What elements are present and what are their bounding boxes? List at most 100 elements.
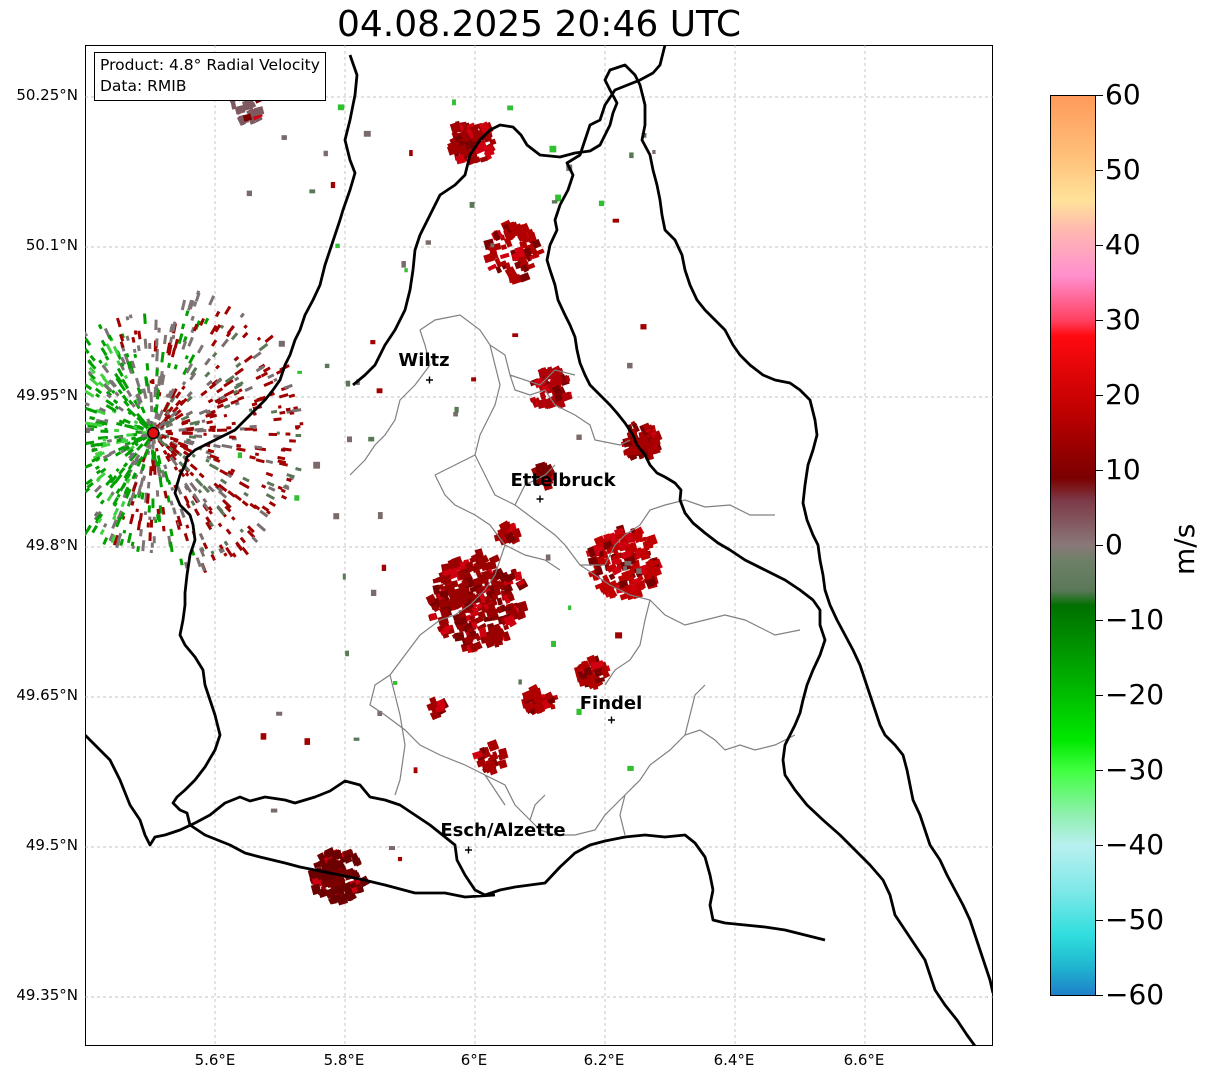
echo-pixel (594, 659, 605, 669)
clutter-pixel (261, 484, 267, 489)
echo-pixel (557, 399, 566, 409)
clutter-pixel (183, 532, 190, 542)
clutter-pixel (95, 408, 106, 416)
echo-pixel (611, 558, 621, 565)
echo-pixel (458, 595, 469, 606)
echo-pixel (351, 886, 358, 894)
echo-pixel (469, 644, 476, 653)
echo-pixel (381, 564, 387, 571)
clutter-pixel (151, 498, 155, 509)
clutter-pixel (160, 469, 166, 478)
clutter-pixel (278, 393, 289, 399)
clutter-pixel (235, 541, 243, 550)
echo-pixel (363, 130, 371, 137)
echo-pixel (465, 128, 475, 139)
echo-pixel (648, 437, 658, 447)
city-marker (465, 846, 472, 854)
clutter-pixel (100, 339, 107, 347)
clutter-pixel (100, 347, 108, 357)
echo-pixel (431, 604, 440, 613)
clutter-pixel (288, 393, 296, 399)
clutter-pixel (136, 485, 143, 496)
echo-pixel (647, 542, 654, 549)
clutter-pixel (180, 323, 186, 330)
colorbar-unit-label: m/s (1168, 523, 1201, 575)
clutter-pixel (156, 465, 161, 474)
clutter-pixel (188, 439, 195, 445)
clutter-pixel (94, 387, 103, 395)
clutter-pixel (177, 333, 184, 345)
clutter-pixel (85, 337, 92, 346)
clutter-pixel (94, 450, 103, 456)
echo-pixel (377, 710, 383, 716)
echo-pixel (561, 391, 572, 402)
echo-pixel (577, 671, 584, 679)
echo-pixel (478, 627, 488, 638)
clutter-pixel (113, 473, 123, 485)
echo-pixel (599, 583, 609, 595)
clutter-pixel (167, 390, 173, 396)
lon-label-6.4: 6.4°E (713, 1051, 755, 1069)
clutter-pixel (171, 321, 177, 332)
clutter-pixel (117, 405, 125, 412)
clutter-pixel (239, 312, 245, 319)
clutter-pixel (102, 537, 109, 546)
clutter-pixel (85, 389, 95, 398)
echo-pixel (544, 478, 554, 486)
echo-pixel (471, 641, 483, 652)
clutter-pixel (116, 367, 124, 377)
clutter-pixel (165, 417, 176, 426)
echo-pixel (623, 449, 631, 456)
clutter-pixel (279, 410, 286, 415)
echo-pixel (346, 891, 357, 902)
echo-pixel (632, 422, 640, 433)
clutter-pixel (292, 408, 302, 413)
echo-pixel (606, 563, 618, 573)
clutter-pixel (256, 395, 266, 402)
lon-label-6.6: 6.6°E (843, 1051, 885, 1069)
clutter-pixel (203, 317, 210, 325)
echo-pixel (549, 145, 557, 153)
cb-label-40: 40 (1105, 228, 1141, 261)
clutter-pixel (185, 502, 191, 509)
radar-map[interactable] (85, 45, 993, 1046)
clutter-pixel (129, 452, 138, 462)
clutter-pixel (147, 419, 152, 425)
clutter-pixel (179, 508, 186, 519)
clutter-pixel (262, 366, 271, 373)
clutter-pixel (267, 373, 275, 380)
clutter-pixel (143, 448, 150, 459)
clutter-pixel (162, 449, 168, 455)
clutter-pixel (159, 426, 165, 431)
clutter-pixel (95, 393, 101, 398)
cb-tick (1096, 320, 1103, 321)
echo-pixel (517, 231, 529, 243)
echo-pixel (499, 252, 510, 260)
clutter-pixel (204, 357, 212, 366)
clutter-pixel (119, 333, 125, 342)
clutter-pixel (194, 427, 204, 432)
echo-pixel (469, 201, 475, 208)
clutter-pixel (85, 331, 89, 337)
cb-tick (1096, 995, 1103, 996)
clutter-pixel (107, 473, 113, 479)
echo-pixel (435, 705, 446, 713)
clutter-pixel (137, 413, 145, 423)
echo-pixel (539, 391, 547, 400)
clutter-pixel (244, 385, 254, 392)
clutter-pixel (153, 388, 158, 393)
clutter-pixel (154, 324, 158, 330)
lat-label-49.65: 49.65°N (16, 686, 78, 704)
echo-pixel (495, 265, 503, 274)
clutter-pixel (206, 455, 212, 460)
clutter-pixel (171, 406, 179, 414)
clutter-pixel (163, 334, 168, 345)
clutter-pixel (147, 443, 152, 450)
clutter-pixel (128, 314, 133, 319)
clutter-pixel (179, 397, 188, 407)
cb-tick (1096, 770, 1103, 771)
clutter-pixel (231, 552, 237, 558)
echo-pixel (485, 641, 495, 649)
echo-pixel (340, 881, 348, 892)
clutter-pixel (182, 336, 188, 343)
